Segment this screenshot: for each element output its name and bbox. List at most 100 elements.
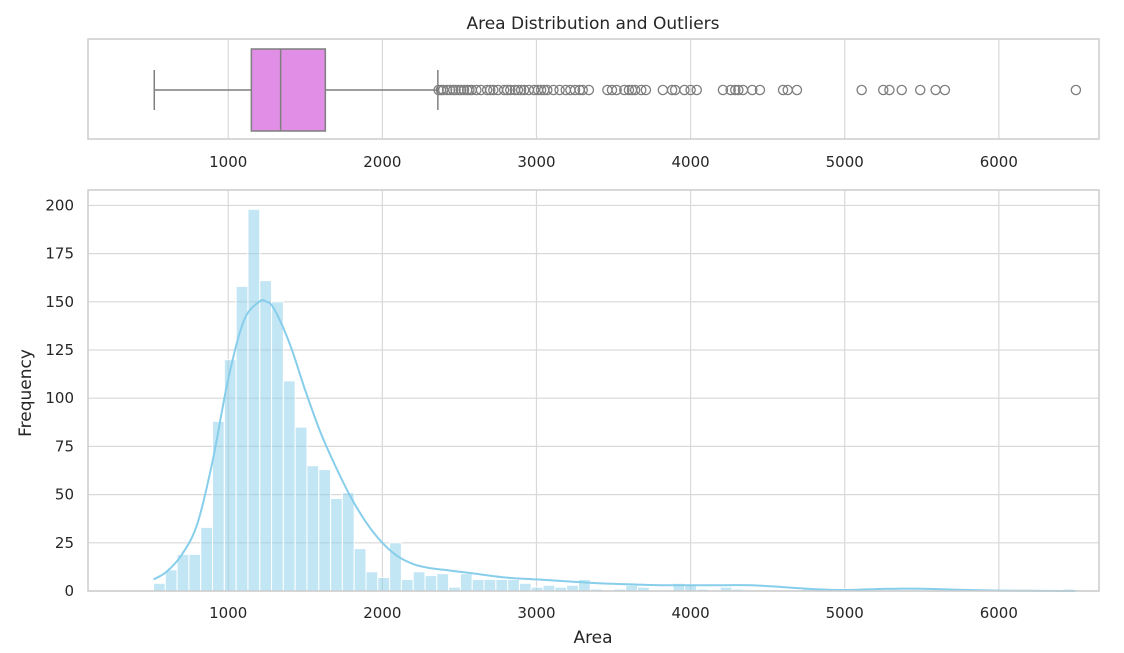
chart-title: Area Distribution and Outliers [466,14,719,34]
histogram-bar [164,569,178,592]
outlier-point [450,84,461,96]
outlier-point [685,84,696,96]
histogram-bar [483,578,497,592]
histogram-bar [306,465,320,592]
histogram-bar [294,426,308,592]
histogram-ytick-labels: 0 25 50 75 100 125 150 175 200 [45,196,74,600]
outlier-point [441,84,453,96]
histogram-bars [152,208,1075,592]
outlier-point [501,84,513,96]
outlier-point [444,84,456,96]
boxplot-axes-frame [87,38,1100,140]
outlier-point [535,84,547,96]
boxplot-xtick-labels: 1000 2000 3000 4000 5000 6000 [209,153,1018,171]
outlier-point [569,84,581,96]
histogram-bar [542,584,556,592]
outlier-point [691,84,703,96]
histogram-bar [495,578,509,592]
histogram-bar [471,578,485,592]
outlier-point [583,84,595,96]
histogram-bar [566,584,579,592]
outlier-point [518,84,530,96]
outlier-point [619,84,630,96]
boxplot-xtick-label: 1000 [209,153,247,171]
outlier-point [914,84,926,96]
outlier-point [717,84,729,96]
histogram-ytick-label: 50 [55,486,74,504]
outlier-point [542,84,553,96]
outlier-point [455,84,467,96]
boxplot-xtick-label: 2000 [363,153,401,171]
histogram-bar [200,526,214,592]
histogram-bar [152,582,166,592]
histogram-bar [318,469,332,592]
boxplot-xtick-label: 3000 [517,153,555,171]
histogram-bar [377,577,391,592]
box-iqr [250,48,327,132]
outlier-point [896,84,907,96]
histogram-xtick-label: 2000 [363,604,401,622]
histogram-ytick-label: 175 [45,245,74,263]
outlier-point [856,84,867,96]
histogram-xtick-label: 5000 [826,604,864,622]
outlier-point [939,84,951,96]
kde-curve [152,299,1076,593]
boxplot-xtick-label: 5000 [826,153,864,171]
histogram-bar [507,578,520,592]
histogram-bar [518,582,532,592]
histogram-ytick-label: 125 [45,341,74,359]
outlier-point [471,84,482,96]
outlier-point [484,84,496,96]
histogram-bar [235,285,249,592]
outlier-point [640,84,652,96]
outlier-point [791,84,803,96]
outlier-point [730,84,741,96]
histogram-bar [212,420,225,592]
boxplot-xtick-label: 6000 [980,153,1018,171]
histogram-xtick-label: 4000 [671,604,709,622]
histogram-bar [400,578,414,592]
histogram-bar [341,492,355,592]
box-outliers [433,84,1082,96]
outlier-point [754,84,766,96]
histogram-bar [389,542,402,592]
histogram-ytick-label: 75 [55,437,74,455]
outlier-point [623,84,635,96]
histogram-bar [365,571,379,592]
outlier-point [636,84,647,96]
histogram-ytick-label: 0 [64,582,74,600]
histogram-bar [330,497,343,592]
outlier-point [528,84,540,96]
outlier-point [498,84,510,96]
outlier-point [554,84,565,96]
histogram-bar [436,573,450,592]
histogram-bar [459,573,473,592]
outlier-point [777,84,789,96]
histogram-xtick-label: 1000 [209,604,247,622]
outlier-point [733,84,744,96]
histogram-ytick-label: 25 [55,534,74,552]
outlier-point [629,84,641,96]
outlier-point [1070,84,1082,96]
y-axis-label: Frequency [16,349,36,437]
outlier-point [481,84,493,96]
outlier-point [611,84,622,96]
histogram-ytick-label: 200 [45,196,74,214]
histogram-bar [282,380,296,592]
outlier-point [877,84,889,96]
outlier-point [884,84,895,96]
histogram-bar [259,280,273,592]
boxplot-xtick-label: 4000 [671,153,709,171]
x-axis-label: Area [573,628,612,648]
outlier-point [505,84,516,96]
outlier-point [679,84,690,96]
histogram-bar [625,584,639,592]
outlier-point [515,84,527,96]
outlier-point [512,84,524,96]
histogram-bar [353,548,367,592]
histogram-bar [271,301,284,592]
outlier-point [746,84,758,96]
outlier-point [437,84,449,96]
histogram-axes-frame [87,189,1100,592]
